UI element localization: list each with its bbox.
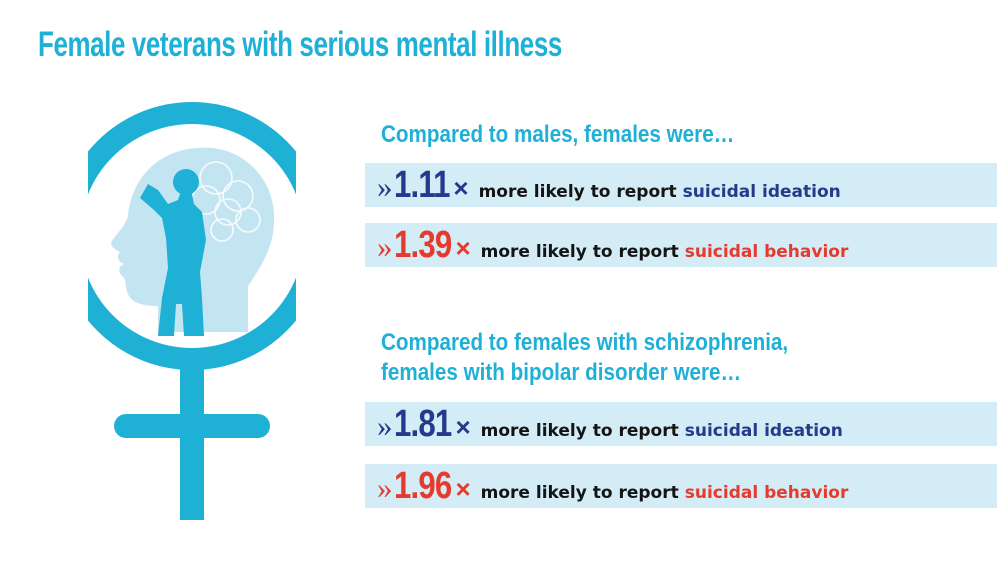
times-icon: × [455,233,471,263]
stat-description: more likely to report [480,483,679,503]
stat-description: more likely to report [480,242,679,262]
chevron-right-icon: » [377,229,393,264]
stat-row-behavior-bipolar: » 1.96 × more likely to report suicidal … [365,464,997,508]
times-icon: × [455,412,471,442]
comparison-heading-bipolar: Compared to females with schizophrenia, … [381,329,789,386]
stat-term: suicidal ideation [682,182,841,202]
multiplier-value: 1.39 [393,224,452,266]
multiplier-value: 1.96 [393,465,452,507]
multiplier-value: 1.11 [393,164,450,206]
chevron-right-icon: » [377,169,393,204]
times-icon: × [455,474,471,504]
stat-description: more likely to report [480,421,679,441]
stat-description: more likely to report [478,182,677,202]
saluting-woman-silhouette [140,169,206,336]
stat-row-behavior-males: » 1.39 × more likely to report suicidal … [365,223,997,267]
times-icon: × [453,173,469,203]
stat-row-ideation-males: » 1.11 × more likely to report suicidal … [365,163,997,207]
chevron-right-icon: » [377,470,393,505]
stat-term: suicidal ideation [684,421,843,441]
stat-term: suicidal behavior [684,483,849,503]
stat-row-ideation-bipolar: » 1.81 × more likely to report suicidal … [365,402,997,446]
comparison-heading-males: Compared to males, females were… [381,121,735,148]
stat-term: suicidal behavior [684,242,849,262]
page-title: Female veterans with serious mental illn… [38,25,562,64]
female-symbol-icon [88,102,296,520]
chevron-right-icon: » [377,408,393,443]
multiplier-value: 1.81 [393,403,452,445]
